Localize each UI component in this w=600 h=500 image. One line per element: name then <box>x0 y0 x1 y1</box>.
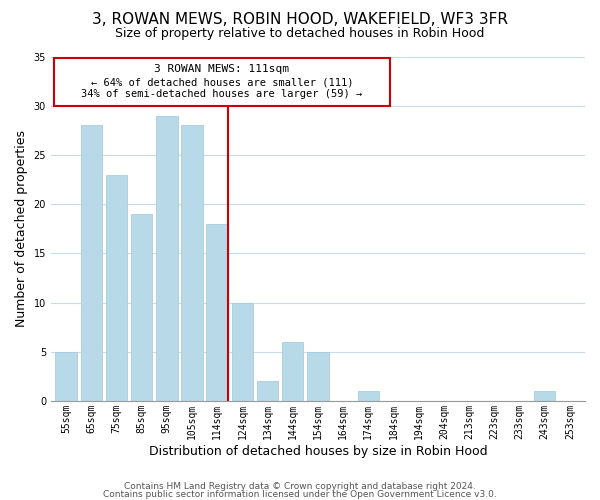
Text: Contains public sector information licensed under the Open Government Licence v3: Contains public sector information licen… <box>103 490 497 499</box>
Bar <box>156 116 178 401</box>
FancyBboxPatch shape <box>53 58 390 106</box>
Bar <box>131 214 152 401</box>
Text: ← 64% of detached houses are smaller (111): ← 64% of detached houses are smaller (11… <box>91 77 353 87</box>
Bar <box>206 224 228 401</box>
Bar <box>106 174 127 401</box>
Bar <box>181 126 203 401</box>
Bar <box>55 352 77 401</box>
Text: 3 ROWAN MEWS: 111sqm: 3 ROWAN MEWS: 111sqm <box>154 64 289 74</box>
Bar <box>232 302 253 401</box>
Bar <box>534 391 556 401</box>
Y-axis label: Number of detached properties: Number of detached properties <box>15 130 28 327</box>
X-axis label: Distribution of detached houses by size in Robin Hood: Distribution of detached houses by size … <box>149 444 487 458</box>
Bar <box>307 352 329 401</box>
Text: Size of property relative to detached houses in Robin Hood: Size of property relative to detached ho… <box>115 28 485 40</box>
Text: 34% of semi-detached houses are larger (59) →: 34% of semi-detached houses are larger (… <box>81 89 362 99</box>
Bar <box>257 381 278 401</box>
Bar <box>80 126 102 401</box>
Bar <box>358 391 379 401</box>
Bar <box>282 342 304 401</box>
Text: Contains HM Land Registry data © Crown copyright and database right 2024.: Contains HM Land Registry data © Crown c… <box>124 482 476 491</box>
Text: 3, ROWAN MEWS, ROBIN HOOD, WAKEFIELD, WF3 3FR: 3, ROWAN MEWS, ROBIN HOOD, WAKEFIELD, WF… <box>92 12 508 28</box>
